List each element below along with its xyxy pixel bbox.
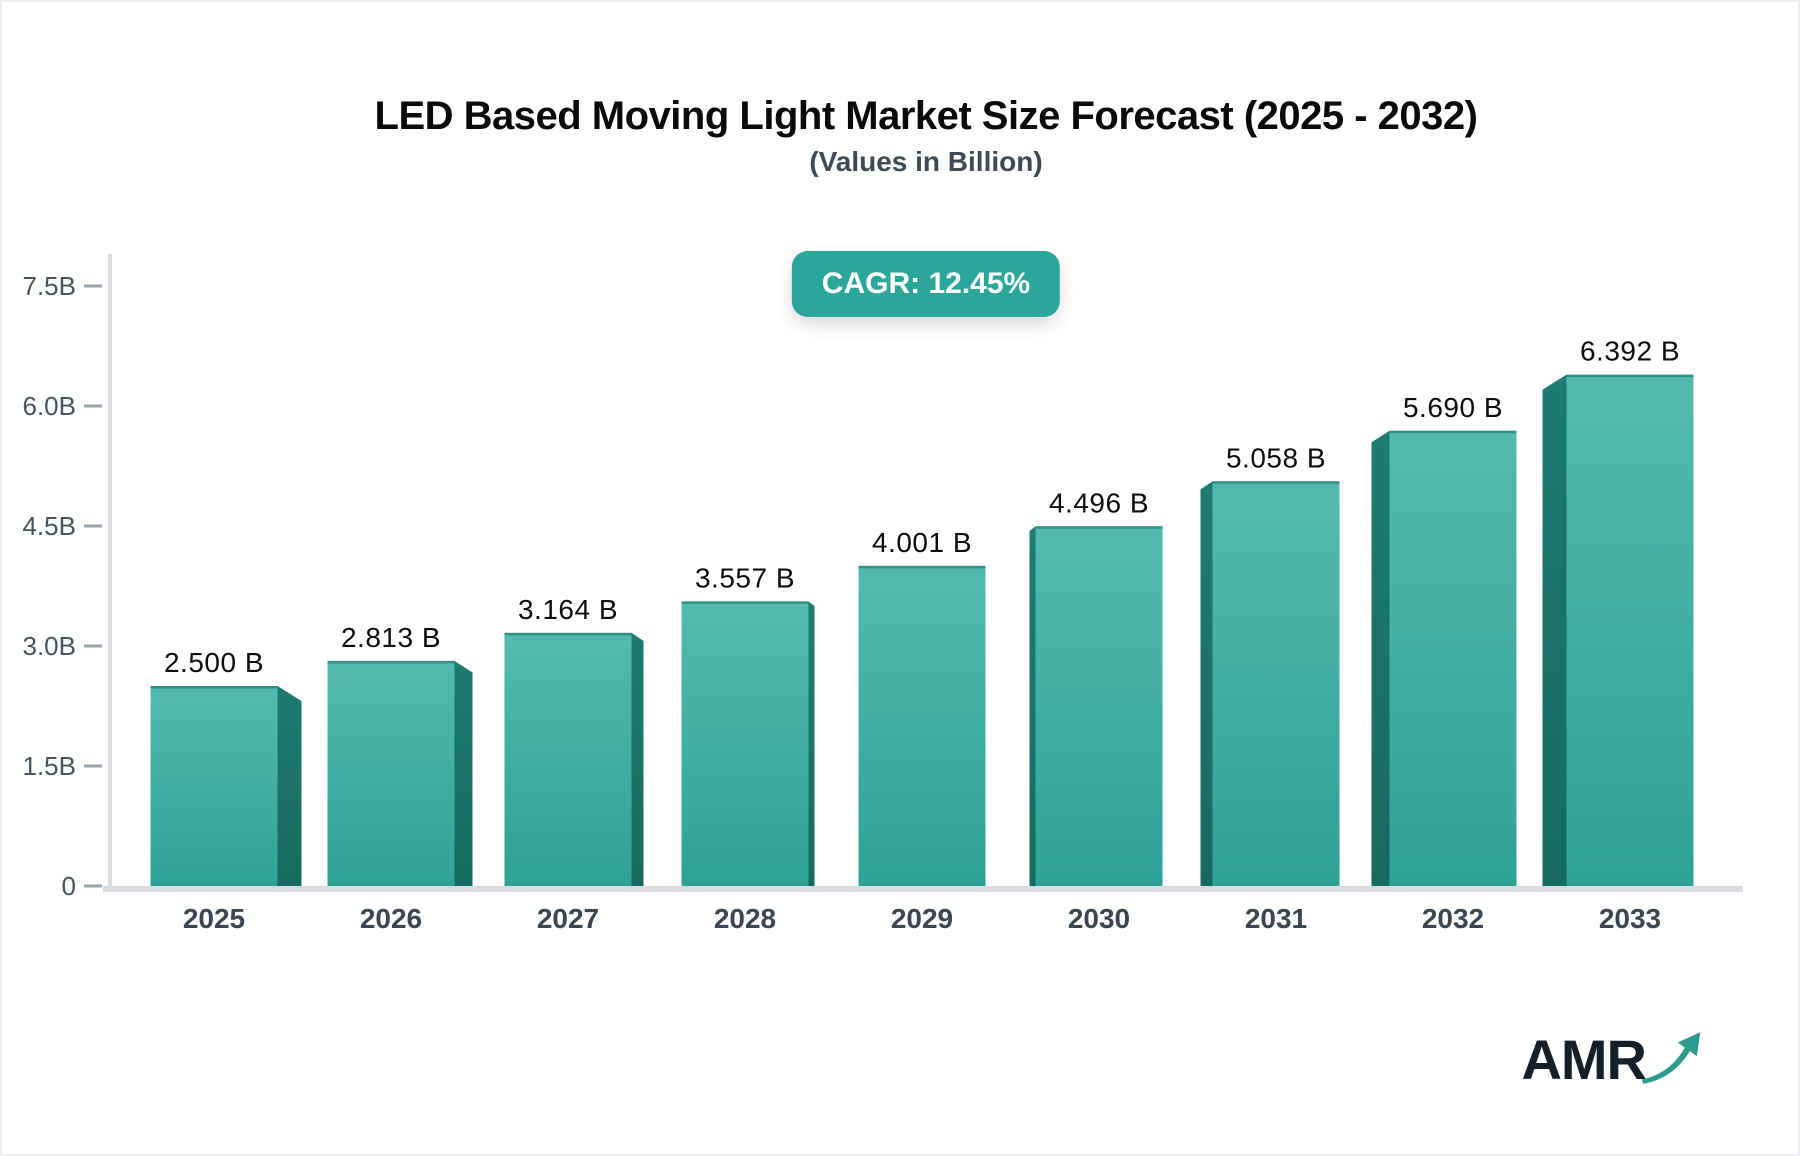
chart-subtitle: (Values in Billion)	[809, 146, 1043, 177]
x-axis-year-label: 2026	[360, 903, 422, 934]
bar-group-2031: 5.058 B 2031	[1200, 442, 1340, 934]
bar-front-face	[681, 601, 809, 886]
bar-group-2032: 5.690 B 2032	[1371, 392, 1517, 934]
bar-front-face	[1389, 430, 1517, 886]
bar-side-face	[1542, 374, 1567, 886]
bar-group-2030: 4.496 B 2030	[1029, 487, 1163, 934]
bar-front-face	[858, 565, 986, 886]
bar-front-face	[327, 660, 455, 886]
bar-side-face	[1371, 430, 1390, 886]
x-axis-year-label: 2030	[1068, 903, 1130, 934]
bar-group-2029: 4.001 B 2029	[858, 527, 986, 934]
y-axis-line	[108, 254, 112, 886]
x-axis-baseline	[103, 886, 1743, 892]
bar-group-2027: 3.164 B 2027	[504, 594, 644, 934]
bar-side-face	[1200, 481, 1213, 886]
bar-value-label: 2.500 B	[164, 647, 264, 678]
bar-value-label: 6.392 B	[1580, 336, 1680, 367]
bar-value-label: 2.813 B	[341, 622, 441, 653]
cagr-badge: CAGR: 12.45%	[791, 251, 1061, 317]
bar-group-2033: 6.392 B 2033	[1542, 336, 1694, 934]
bar-value-label: 5.690 B	[1403, 392, 1503, 423]
x-axis-year-label: 2032	[1422, 903, 1484, 934]
chart-title: LED Based Moving Light Market Size Forec…	[374, 94, 1478, 138]
bar-value-label: 3.557 B	[695, 562, 795, 593]
bar-value-label: 3.164 B	[518, 594, 618, 625]
bar-value-label: 5.058 B	[1226, 442, 1326, 473]
y-tick-label: 6.0B	[23, 391, 77, 421]
y-tick-label: 4.5B	[23, 511, 77, 541]
y-tick-label: 3.0B	[23, 631, 77, 661]
y-tick-label: 1.5B	[23, 751, 77, 781]
x-axis-year-label: 2025	[183, 903, 245, 934]
bar-group-2028: 3.557 B 2028	[681, 562, 815, 934]
x-axis-year-label: 2028	[714, 903, 776, 934]
bar-front-face	[1566, 374, 1694, 886]
bar-side-face	[454, 660, 473, 886]
x-axis-year-label: 2027	[537, 903, 599, 934]
bar-front-face	[1035, 526, 1163, 886]
amr-logo-text: AMR	[1521, 1028, 1647, 1091]
x-axis-year-label: 2029	[891, 903, 953, 934]
bar-side-face	[808, 601, 815, 886]
y-tick-label: 0	[62, 871, 76, 901]
trend-up-arrow-icon	[1641, 1032, 1701, 1084]
bar-group-2025: 2.500 B 2025	[150, 647, 302, 934]
x-axis-year-label: 2033	[1599, 903, 1661, 934]
bar-front-face	[1212, 481, 1340, 886]
bar-side-face	[277, 686, 302, 886]
amr-logo: AMR	[1521, 1032, 1702, 1088]
bar-value-label: 4.496 B	[1049, 487, 1149, 518]
y-tick-label: 7.5B	[23, 271, 77, 301]
bar-side-face	[631, 632, 644, 886]
x-axis-year-label: 2031	[1245, 903, 1307, 934]
bar-group-2026: 2.813 B 2026	[327, 622, 473, 934]
bar-front-face	[504, 632, 632, 886]
bar-value-label: 4.001 B	[872, 527, 972, 558]
bar-side-face	[1029, 526, 1036, 886]
bar-front-face	[150, 686, 278, 886]
